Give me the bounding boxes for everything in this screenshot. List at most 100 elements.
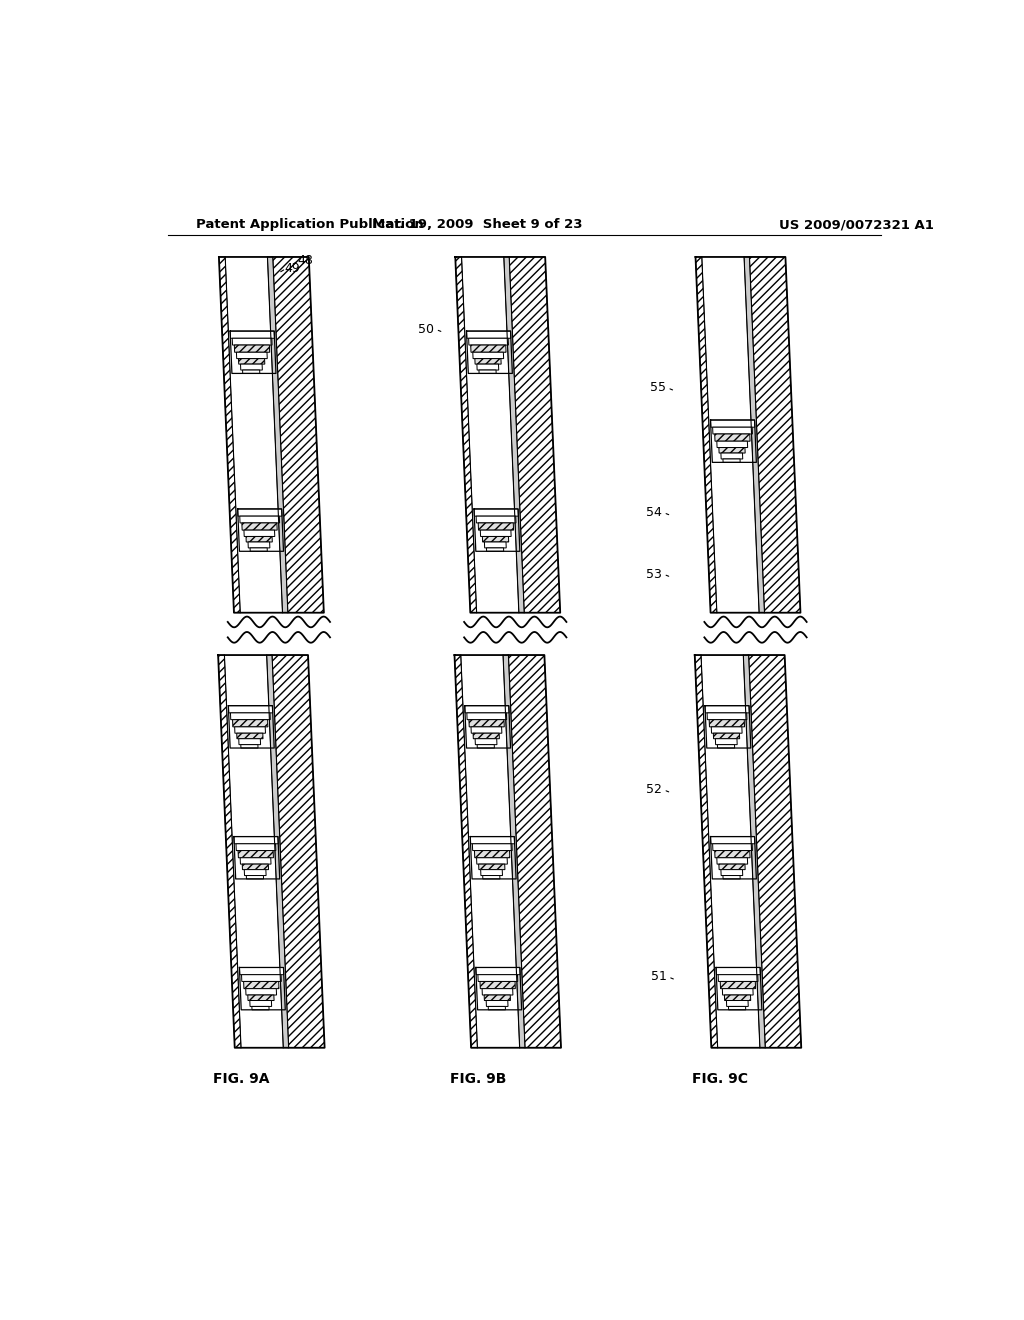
Polygon shape xyxy=(711,420,755,428)
Polygon shape xyxy=(230,331,274,338)
Polygon shape xyxy=(478,974,518,982)
Polygon shape xyxy=(250,548,267,552)
Polygon shape xyxy=(718,974,758,982)
Polygon shape xyxy=(478,865,505,870)
Polygon shape xyxy=(219,257,324,612)
Polygon shape xyxy=(242,974,282,982)
Polygon shape xyxy=(504,257,524,612)
Polygon shape xyxy=(228,706,272,713)
Polygon shape xyxy=(471,345,506,352)
Polygon shape xyxy=(718,744,734,748)
Polygon shape xyxy=(484,543,506,548)
Text: 51: 51 xyxy=(650,970,667,983)
Polygon shape xyxy=(484,995,510,1001)
Polygon shape xyxy=(721,870,742,875)
Polygon shape xyxy=(507,655,561,1048)
Polygon shape xyxy=(218,655,325,1048)
Polygon shape xyxy=(467,331,511,338)
Polygon shape xyxy=(241,858,271,865)
Polygon shape xyxy=(722,989,754,995)
Polygon shape xyxy=(472,843,512,850)
Polygon shape xyxy=(230,713,270,719)
Polygon shape xyxy=(474,510,518,516)
Polygon shape xyxy=(726,1001,749,1006)
Polygon shape xyxy=(719,447,745,453)
Polygon shape xyxy=(748,257,801,612)
Polygon shape xyxy=(713,428,753,434)
Polygon shape xyxy=(723,875,740,879)
Polygon shape xyxy=(717,441,748,447)
Polygon shape xyxy=(234,345,269,352)
Polygon shape xyxy=(271,257,324,612)
Polygon shape xyxy=(479,370,497,374)
Polygon shape xyxy=(508,257,560,612)
Polygon shape xyxy=(232,338,272,345)
Text: 54: 54 xyxy=(646,506,662,519)
Polygon shape xyxy=(456,257,560,612)
Polygon shape xyxy=(218,655,241,1048)
Polygon shape xyxy=(465,706,509,713)
Polygon shape xyxy=(475,739,497,744)
Polygon shape xyxy=(719,865,745,870)
Text: Mar. 19, 2009  Sheet 9 of 23: Mar. 19, 2009 Sheet 9 of 23 xyxy=(372,218,582,231)
Polygon shape xyxy=(242,523,278,531)
Text: 55: 55 xyxy=(650,381,666,395)
Polygon shape xyxy=(503,655,525,1048)
Polygon shape xyxy=(486,1001,508,1006)
Polygon shape xyxy=(238,850,273,858)
Polygon shape xyxy=(232,719,268,727)
Polygon shape xyxy=(245,870,266,875)
Polygon shape xyxy=(252,1006,269,1010)
Polygon shape xyxy=(234,727,265,733)
Polygon shape xyxy=(267,257,288,612)
Polygon shape xyxy=(473,352,504,359)
Polygon shape xyxy=(708,713,746,719)
Polygon shape xyxy=(470,837,515,843)
Polygon shape xyxy=(456,257,476,612)
Polygon shape xyxy=(715,850,750,858)
Polygon shape xyxy=(236,843,275,850)
Polygon shape xyxy=(233,837,279,843)
Polygon shape xyxy=(243,865,268,870)
Polygon shape xyxy=(240,516,280,523)
Text: 48: 48 xyxy=(297,255,312,268)
Text: FIG. 9C: FIG. 9C xyxy=(692,1072,749,1085)
Polygon shape xyxy=(716,739,737,744)
Polygon shape xyxy=(241,744,258,748)
Polygon shape xyxy=(270,655,325,1048)
Polygon shape xyxy=(471,727,502,733)
Polygon shape xyxy=(475,359,501,364)
Polygon shape xyxy=(247,875,263,879)
Polygon shape xyxy=(474,850,510,858)
Text: FIG. 9A: FIG. 9A xyxy=(213,1072,269,1085)
Polygon shape xyxy=(476,858,507,865)
Polygon shape xyxy=(469,719,504,727)
Polygon shape xyxy=(467,713,507,719)
Polygon shape xyxy=(480,982,515,989)
Polygon shape xyxy=(237,352,267,359)
Polygon shape xyxy=(237,733,263,739)
Polygon shape xyxy=(480,870,503,875)
Polygon shape xyxy=(248,995,274,1001)
Text: 49: 49 xyxy=(285,261,300,275)
Polygon shape xyxy=(728,1006,745,1010)
Text: US 2009/0072321 A1: US 2009/0072321 A1 xyxy=(779,218,934,231)
Polygon shape xyxy=(480,531,511,536)
Polygon shape xyxy=(266,655,289,1048)
Polygon shape xyxy=(243,370,260,374)
Polygon shape xyxy=(721,453,742,459)
Polygon shape xyxy=(478,523,514,531)
Polygon shape xyxy=(695,257,717,612)
Polygon shape xyxy=(482,989,513,995)
Polygon shape xyxy=(712,727,742,733)
Polygon shape xyxy=(455,655,561,1048)
Polygon shape xyxy=(239,739,260,744)
Polygon shape xyxy=(250,1001,271,1006)
Polygon shape xyxy=(711,837,755,843)
Polygon shape xyxy=(743,655,765,1048)
Polygon shape xyxy=(238,510,282,516)
Polygon shape xyxy=(248,543,270,548)
Polygon shape xyxy=(694,655,718,1048)
Polygon shape xyxy=(694,655,801,1048)
Polygon shape xyxy=(473,733,500,739)
